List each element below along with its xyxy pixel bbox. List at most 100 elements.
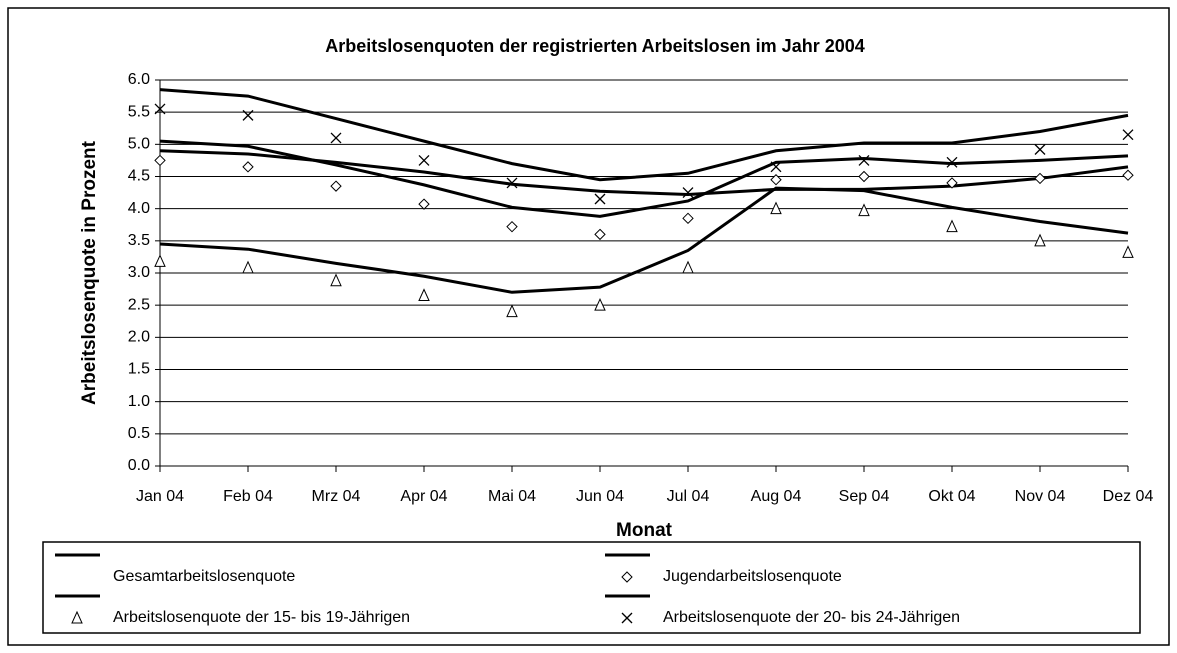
marker-shape: [1122, 129, 1134, 141]
series-line: [159, 186, 1129, 294]
y-tick-label: 4.5: [128, 168, 150, 185]
marker-shape: [858, 170, 870, 183]
marker-shape: [858, 154, 870, 166]
marker-shape: [594, 193, 606, 205]
data-marker: [770, 201, 782, 215]
data-marker: [242, 260, 254, 274]
y-tick-label: 5.0: [128, 136, 150, 153]
marker-shape: [621, 612, 633, 624]
data-marker: [682, 260, 694, 274]
x-tick-label: Jul 04: [667, 488, 710, 505]
marker-shape: [682, 260, 694, 274]
data-marker: [154, 103, 166, 115]
marker-shape: [506, 304, 518, 318]
x-tick-label: Mrz 04: [312, 488, 361, 505]
data-marker: [682, 187, 694, 199]
data-marker: [242, 161, 254, 173]
marker-shape: [242, 109, 254, 121]
data-marker: [330, 180, 342, 192]
y-tick-label: 1.0: [128, 393, 150, 410]
y-tick-label: 4.0: [128, 200, 150, 217]
y-tick-label: 2.5: [128, 296, 150, 313]
data-marker: [242, 109, 254, 121]
data-marker: [1034, 172, 1046, 185]
marker-shape: [682, 187, 694, 199]
marker-shape: [418, 154, 430, 166]
data-marker: [1034, 144, 1046, 155]
data-marker: [594, 228, 606, 241]
marker-shape: [71, 610, 83, 624]
y-tick-label: 0.0: [128, 457, 150, 474]
data-marker: [858, 170, 870, 183]
marker-shape: [154, 103, 166, 115]
data-marker: [418, 288, 430, 302]
y-tick-label: 0.5: [128, 425, 150, 442]
marker-shape: [770, 201, 782, 215]
data-marker: [594, 193, 606, 205]
marker-shape: [1034, 233, 1046, 247]
legend-label: Jugendarbeitslosenquote: [663, 568, 842, 585]
series-line: [159, 139, 1129, 218]
data-marker: [1122, 169, 1134, 181]
series-line: [159, 88, 1129, 182]
x-tick-label: Feb 04: [223, 488, 273, 505]
legend-marker: [621, 571, 633, 583]
x-tick-label: Jan 04: [136, 488, 184, 505]
y-tick-label: 5.5: [128, 103, 150, 120]
y-tick-label: 2.0: [128, 329, 150, 346]
data-marker: [330, 132, 342, 144]
marker-shape: [682, 212, 694, 225]
data-marker: [682, 212, 694, 225]
legend-marker: [621, 612, 633, 624]
marker-shape: [946, 177, 958, 189]
marker-shape: [621, 571, 633, 583]
legend-label: Arbeitslosenquote der 15- bis 19-Jährige…: [113, 609, 410, 626]
x-tick-label: Okt 04: [928, 488, 975, 505]
chart-border: [7, 7, 1170, 646]
marker-shape: [594, 228, 606, 241]
marker-shape: [506, 220, 518, 233]
data-marker: [154, 254, 166, 267]
marker-shape: [946, 156, 958, 168]
x-tick-label: Aug 04: [751, 488, 802, 505]
data-marker: [858, 154, 870, 166]
x-tick-label: Apr 04: [400, 488, 447, 505]
marker-shape: [242, 161, 254, 173]
marker-shape: [242, 260, 254, 274]
legend-marker: [71, 610, 83, 624]
data-marker: [1122, 245, 1134, 258]
legend-label: Gesamtarbeitslosenquote: [113, 568, 295, 585]
y-tick-label: 3.0: [128, 264, 150, 281]
data-marker: [330, 273, 342, 287]
data-marker: [770, 174, 782, 186]
data-marker: [1034, 233, 1046, 247]
data-marker: [506, 220, 518, 233]
legend-label: Arbeitslosenquote der 20- bis 24-Jährige…: [663, 609, 960, 626]
marker-shape: [594, 297, 606, 311]
data-marker: [154, 154, 166, 167]
data-marker: [946, 177, 958, 189]
data-marker: [506, 304, 518, 318]
marker-shape: [1122, 169, 1134, 181]
x-tick-label: Nov 04: [1015, 488, 1066, 505]
chart-title: Arbeitslosenquoten der registrierten Arb…: [325, 36, 865, 56]
marker-shape: [1122, 245, 1134, 258]
data-marker: [506, 177, 518, 189]
legend-box: [42, 541, 1141, 634]
marker-shape: [418, 198, 430, 210]
marker-shape: [770, 161, 782, 173]
marker-shape: [1034, 172, 1046, 185]
x-tick-label: Dez 04: [1103, 488, 1154, 505]
marker-shape: [1034, 144, 1046, 155]
y-tick-label: 3.5: [128, 232, 150, 249]
x-tick-label: Mai 04: [488, 488, 536, 505]
x-tick-label: Sep 04: [839, 488, 890, 505]
data-marker: [946, 219, 958, 233]
marker-shape: [946, 219, 958, 233]
data-marker: [418, 198, 430, 210]
x-axis-label: Monat: [616, 520, 673, 541]
marker-shape: [418, 288, 430, 302]
data-marker: [770, 161, 782, 173]
data-marker: [418, 154, 430, 166]
